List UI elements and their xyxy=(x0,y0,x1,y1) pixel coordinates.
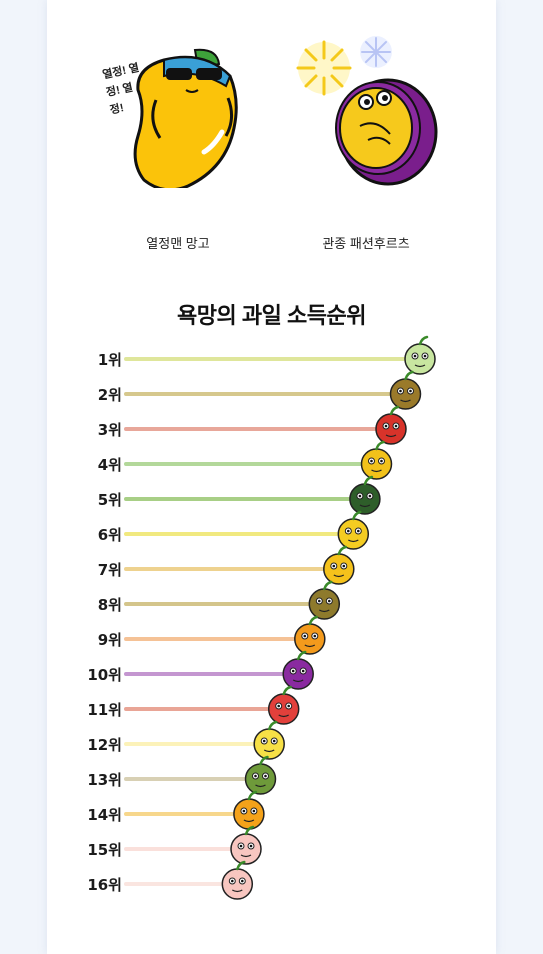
avocado-icon[interactable] xyxy=(244,755,277,795)
banana-icon[interactable] xyxy=(337,510,370,550)
rank-label: 4위 xyxy=(98,456,122,474)
character-mango[interactable]: 열정! 열정! 열정! xyxy=(100,38,250,192)
rank-label: 10위 xyxy=(87,666,122,684)
rank-label: 13위 xyxy=(87,771,122,789)
rank-label: 2위 xyxy=(98,386,122,404)
rank-label: 6위 xyxy=(98,526,122,544)
rank-label: 16위 xyxy=(87,876,122,894)
chart-title: 욕망의 과일 소득순위 xyxy=(177,303,366,328)
rank-label: 3위 xyxy=(98,421,122,439)
rank-label: 9위 xyxy=(98,631,122,649)
passionfruit-character-icon xyxy=(296,36,438,186)
rank-label: 14위 xyxy=(87,806,122,824)
rank-label: 7위 xyxy=(98,561,122,579)
character-passionfruit[interactable] xyxy=(288,30,443,190)
kiwi-icon[interactable] xyxy=(389,370,422,410)
strawberry-icon[interactable] xyxy=(267,685,300,725)
rank-label: 5위 xyxy=(98,491,122,509)
grape-icon[interactable] xyxy=(404,335,436,375)
kiwi-icon[interactable] xyxy=(308,580,341,620)
watermelon-icon[interactable] xyxy=(349,475,381,515)
peach-icon[interactable] xyxy=(230,825,262,865)
rank-label: 8위 xyxy=(98,596,122,614)
peach-icon[interactable] xyxy=(221,860,254,900)
lemon-icon[interactable] xyxy=(253,720,285,760)
orange-icon[interactable] xyxy=(294,615,326,655)
rank-label: 1위 xyxy=(98,351,122,369)
mango-character-icon xyxy=(133,48,238,192)
income-rank-chart: 1위 2위 3위 4위 5위 6위 7위 8위 9위 10위 11위 12위 13위 14위 15위 16위 xyxy=(87,335,436,900)
sparkle-icon xyxy=(296,36,392,96)
rank-label: 15위 xyxy=(87,841,122,859)
tangerine-icon[interactable] xyxy=(233,790,265,830)
rank-label: 12위 xyxy=(87,736,122,754)
mango-icon[interactable] xyxy=(323,545,355,585)
character-name-passionfruit: 관종 패션후르츠 xyxy=(322,236,410,251)
character-name-mango: 열정맨 망고 xyxy=(146,236,210,251)
passionfruit-icon[interactable] xyxy=(282,650,314,690)
rank-label: 11위 xyxy=(87,701,122,719)
apple-icon[interactable] xyxy=(375,405,407,445)
pineapple-icon[interactable] xyxy=(360,440,393,480)
